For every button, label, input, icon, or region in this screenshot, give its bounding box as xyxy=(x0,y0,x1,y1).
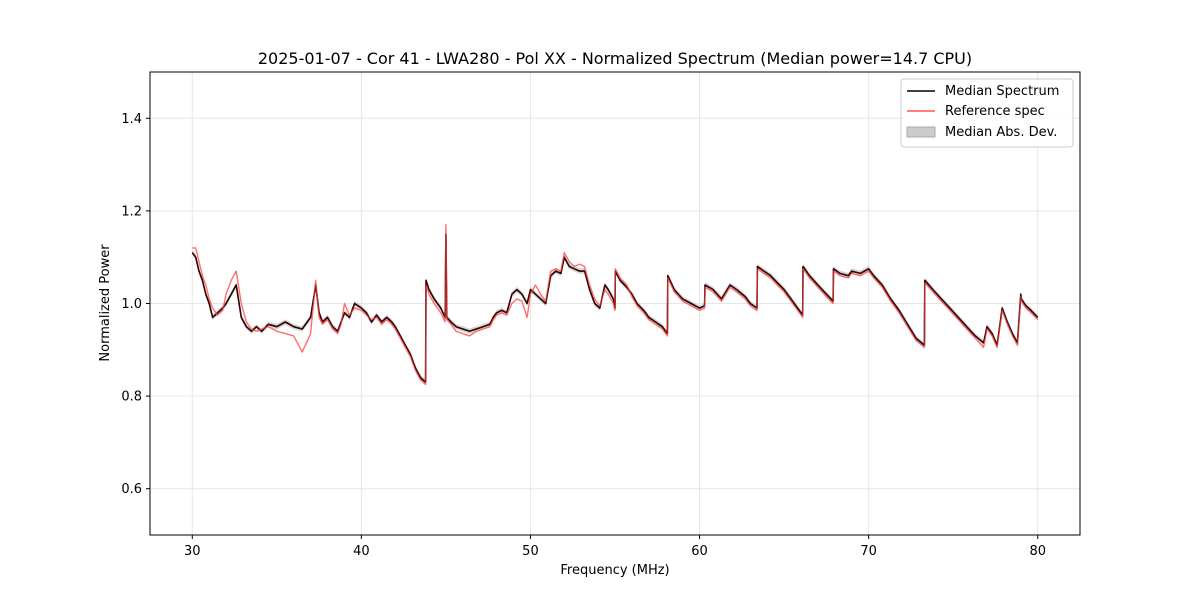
legend-label-reference: Reference spec xyxy=(945,104,1045,119)
x-axis: 30 40 50 60 70 80 xyxy=(184,535,1046,559)
y-tick-label: 0.8 xyxy=(121,390,142,405)
legend-swatch-mad xyxy=(906,126,936,138)
y-axis-label: Normalized Power xyxy=(98,244,113,362)
y-tick-label: 0.6 xyxy=(121,482,142,497)
x-tick-label: 50 xyxy=(522,544,539,559)
series-layer xyxy=(191,224,1039,386)
legend-label-mad: Median Abs. Dev. xyxy=(945,125,1057,140)
legend-label-median: Median Spectrum xyxy=(945,84,1059,99)
x-tick-label: 60 xyxy=(691,544,708,559)
legend: Median Spectrum Reference spec Median Ab… xyxy=(900,78,1074,148)
y-tick-label: 1.4 xyxy=(121,112,142,127)
y-axis: 0.6 0.8 1.0 1.2 1.4 xyxy=(121,112,150,497)
series-reference-spec xyxy=(192,224,1039,386)
y-tick-label: 1.0 xyxy=(121,297,142,312)
series-overlap xyxy=(191,233,1039,383)
legend-box xyxy=(900,78,1074,148)
chart-title: 2025-01-07 - Cor 41 - LWA280 - Pol XX - … xyxy=(258,49,972,68)
x-axis-label: Frequency (MHz) xyxy=(560,563,669,578)
x-tick-label: 30 xyxy=(184,544,201,559)
x-tick-label: 70 xyxy=(860,544,877,559)
y-tick-label: 1.2 xyxy=(121,204,142,219)
x-tick-label: 40 xyxy=(353,544,370,559)
x-tick-label: 80 xyxy=(1029,544,1046,559)
